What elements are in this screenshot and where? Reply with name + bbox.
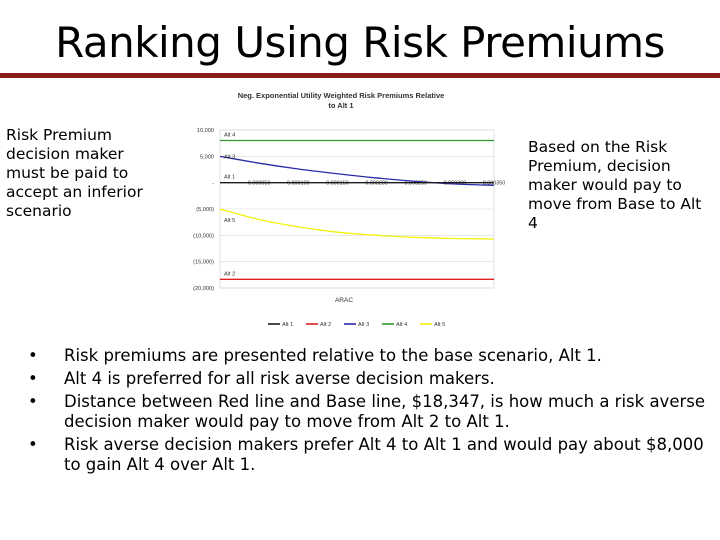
legend-entry: Alt 2 (320, 322, 331, 328)
bullet-marker: • (28, 346, 38, 365)
risk-premium-chart: Neg. Exponential Utility Weighted Risk P… (193, 91, 505, 328)
x-tick-label: 0.000350 (483, 181, 505, 187)
bullet-item: • Distance between Red line and Base lin… (28, 392, 708, 432)
legend-entry: Alt 3 (358, 322, 369, 328)
y-tick-label: (20,000) (193, 286, 214, 292)
y-tick-label: 10,000 (197, 128, 214, 134)
chart-title-line-1: Neg. Exponential Utility Weighted Risk P… (238, 91, 445, 100)
y-tick-label: - (212, 181, 214, 187)
legend-entry: Alt 4 (396, 322, 407, 328)
bullet-text: Risk premiums are presented relative to … (64, 346, 602, 365)
left-note: Risk Premium decision maker must be paid… (6, 126, 143, 220)
series-annotation: Alt 3 (224, 154, 235, 160)
bullet-item: • Risk averse decision makers prefer Alt… (28, 435, 708, 475)
bullet-marker: • (28, 435, 38, 454)
y-tick-label: (5,000) (196, 207, 214, 213)
x-tick-label: 0.000100 (287, 181, 309, 187)
bullet-item: • Alt 4 is preferred for all risk averse… (28, 369, 708, 389)
bullet-text: Risk averse decision makers prefer Alt 4… (64, 435, 704, 474)
series-annotation: Alt 4 (224, 133, 235, 139)
x-tick-label: 0.000200 (365, 181, 387, 187)
series-line-alt-3 (219, 155, 495, 186)
y-tick-label: (10,000) (193, 233, 214, 239)
series-annotation: Alt 1 (224, 175, 235, 181)
series-line-alt-5 (219, 208, 495, 240)
x-tick-label: 0.000150 (326, 181, 348, 187)
series-annotation: Alt 5 (224, 218, 235, 224)
plot-area: 10,000 5,000 - (5,000) (10,000) (15,000) (20,0… (193, 128, 505, 292)
x-tick-label: 0.000250 (404, 181, 426, 187)
right-note: Based on the Risk Premium, decision make… (528, 138, 702, 232)
slide-title: Ranking Using Risk Premiums (55, 18, 665, 67)
bullet-text: Distance between Red line and Base line,… (64, 392, 706, 431)
x-axis-label: ARAC (335, 297, 353, 304)
chart-title-line-2: to Alt 1 (328, 101, 353, 110)
bullet-marker: • (28, 392, 38, 411)
series-annotation: Alt 2 (224, 271, 235, 277)
y-tick-label: (15,000) (193, 260, 214, 266)
bullet-list: • Risk premiums are presented relative t… (28, 346, 708, 478)
chart-legend: Alt 1 Alt 2 Alt 3 Alt 4 Alt 5 (268, 322, 445, 328)
bullet-item: • Risk premiums are presented relative t… (28, 346, 708, 366)
x-tick-label: 0.000050 (248, 181, 270, 187)
bullet-text: Alt 4 is preferred for all risk averse d… (64, 369, 495, 388)
title-divider (0, 73, 720, 78)
legend-entry: Alt 1 (282, 322, 293, 328)
y-tick-label: 5,000 (200, 154, 214, 160)
bullet-marker: • (28, 369, 38, 388)
legend-entry: Alt 5 (434, 322, 445, 328)
